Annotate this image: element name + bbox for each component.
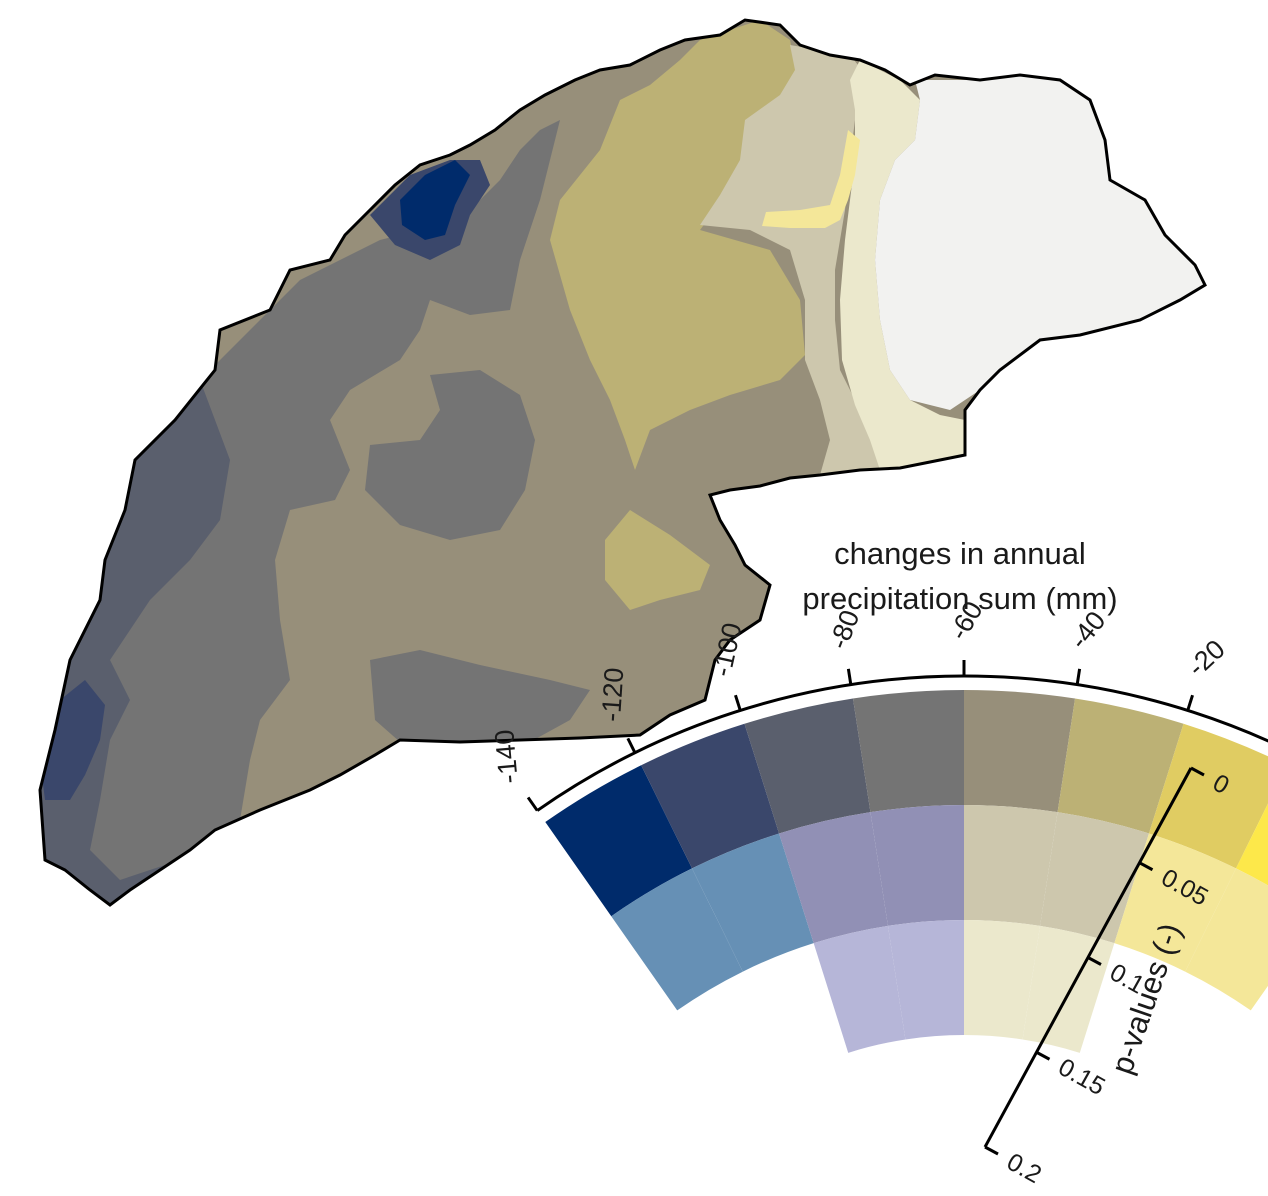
- legend-cell-row2-bin3: [887, 920, 964, 1040]
- region-light-beige: [840, 60, 965, 470]
- change-scale-arc: [536, 674, 1268, 812]
- change-tick-label-4: -60: [943, 596, 988, 645]
- region-east-nonsignificant: [875, 75, 1205, 410]
- legend-cell-row1-bin5: [1040, 812, 1149, 944]
- pvalue-tick-label-4: 0.2: [1002, 1148, 1046, 1189]
- pvalue-tick-label-3: 0.15: [1054, 1053, 1110, 1101]
- legend-cell-row1-bin1: [691, 833, 814, 972]
- region-navy: [400, 160, 470, 240]
- change-tick-mark-6: [1186, 694, 1194, 711]
- legend-cell-row1-bin4: [964, 805, 1058, 926]
- legend-cell-row0-bin3: [852, 690, 964, 813]
- region-beige: [700, 45, 880, 480]
- legend-cell-row0-bin6: [1148, 723, 1268, 869]
- legend-cell-row1-bin3: [870, 805, 964, 926]
- change-tick-mark-3: [846, 668, 853, 685]
- change-tick-mark-2: [734, 694, 742, 711]
- change-tick-label-5: -40: [1064, 606, 1112, 655]
- region-olive: [550, 20, 805, 470]
- region-gray: [90, 120, 560, 880]
- legend-title-line2: precipitation sum (mm): [802, 581, 1118, 616]
- legend-cell-row0-bin2: [744, 698, 871, 834]
- pvalue-tick-mark-1: [1138, 861, 1154, 872]
- change-tick-label-3: -80: [823, 606, 865, 653]
- region-pale-yellow: [762, 130, 860, 228]
- change-tick-mark-5: [1075, 668, 1082, 685]
- legend-cell-row0-bin1: [641, 723, 780, 869]
- pvalue-tick-mark-0: [1190, 766, 1205, 777]
- legend-cell-row2-bin4: [964, 920, 1041, 1040]
- change-tick-mark-1: [626, 737, 637, 754]
- legend-title-line1: changes in annual: [834, 536, 1086, 571]
- change-tick-label-0: -140: [489, 728, 524, 784]
- legend-cell-row1-bin2: [779, 812, 888, 944]
- legend-cell-row0-bin0: [545, 765, 692, 917]
- legend-cell-row2-bin5: [1022, 925, 1115, 1053]
- legend-cell-row1-bin6: [1114, 833, 1237, 972]
- legend-cell-row1-bin7: [1185, 868, 1268, 1011]
- pvalue-tick-mark-3: [1035, 1050, 1051, 1061]
- legend-cell-row0-bin5: [1057, 698, 1184, 834]
- legend-fan: [545, 690, 1268, 1053]
- change-tick-mark-0: [526, 796, 539, 812]
- pvalue-tick-mark-4: [984, 1145, 999, 1156]
- region-gray-center: [365, 370, 535, 540]
- change-tick-label-6: -20: [1182, 634, 1231, 682]
- legend-cell-row1-bin0: [611, 868, 743, 1011]
- region-gray-south: [370, 650, 590, 742]
- legend-cell-row0-bin4: [964, 690, 1076, 813]
- legend-cell-row0-bin7: [1236, 803, 1268, 886]
- pvalue-tick-mark-2: [1087, 956, 1102, 966]
- region-olive-islet: [605, 510, 710, 610]
- change-tick-label-1: -120: [596, 667, 629, 723]
- region-dark-slate-west: [40, 680, 105, 800]
- legend-cell-row2-bin2: [813, 925, 906, 1053]
